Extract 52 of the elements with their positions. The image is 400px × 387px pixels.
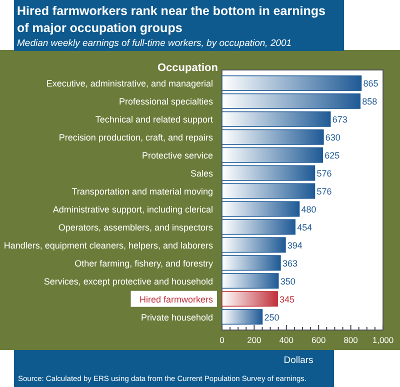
data-label: 576 [316,168,332,179]
y-axis-title: Occupation [157,62,218,74]
bar [222,147,324,163]
bar [222,111,331,127]
y-tick-label: Protective service [142,150,213,161]
x-axis-title: Dollars [284,355,314,366]
bar [222,201,300,217]
data-label: 363 [282,258,298,268]
data-label: 858 [362,96,378,107]
bar [222,219,296,235]
y-tick-label: Other farming, fishery, and forestry [74,258,214,268]
bar [222,165,316,181]
x-tick-label: 1,000 [372,335,394,345]
bar [222,129,324,145]
y-tick-label: Professional specialties [118,96,214,107]
chart-title: Hired farmworkers rank near the bottom in earnings of major occupation groups [17,4,326,35]
y-tick-label: Hired farmworkers [139,294,214,304]
bar [222,291,278,307]
y-tick-label: Precision production, craft, and repairs [58,132,214,143]
data-label: 625 [324,150,340,161]
data-label: 576 [316,186,332,197]
y-tick-label: Transportation and material moving [72,186,213,197]
x-tick-label: 400 [279,335,294,345]
x-tick-label: 800 [344,335,358,345]
x-tick-label: 0 [220,335,225,345]
y-tick-label: Private household [140,312,213,322]
data-label: 673 [332,114,348,125]
bar [222,237,286,253]
data-label: 250 [264,312,280,322]
bar [222,93,361,109]
y-tick-label: Administrative support, including clerical [52,204,213,214]
bar [222,75,362,91]
bar [222,309,263,325]
y-tick-label: Services, except protective and household [44,276,213,286]
bar [222,255,281,271]
data-label: 394 [287,240,302,250]
data-label: 630 [325,132,340,143]
x-tick-label: 600 [312,335,326,345]
bar [222,273,279,289]
data-label: 350 [280,276,296,286]
y-tick-label: Executive, administrative, and managerial [46,78,213,89]
chart-subtitle: Median weekly earnings of full-time workers, by occupation, 2001 [17,38,292,49]
y-tick-label: Operators, assemblers, and inspectors [58,222,214,232]
y-tick-label: Handlers, equipment cleaners, helpers, and laborers [4,240,214,250]
y-tick-label: Technical and related support [95,114,214,125]
x-tick-label: 200 [247,335,262,345]
y-tick-label: Sales [190,168,214,179]
data-label: 865 [363,78,378,89]
data-label: 454 [297,222,312,232]
data-label: 345 [280,294,295,304]
bar [222,183,316,199]
data-label: 480 [301,204,316,214]
